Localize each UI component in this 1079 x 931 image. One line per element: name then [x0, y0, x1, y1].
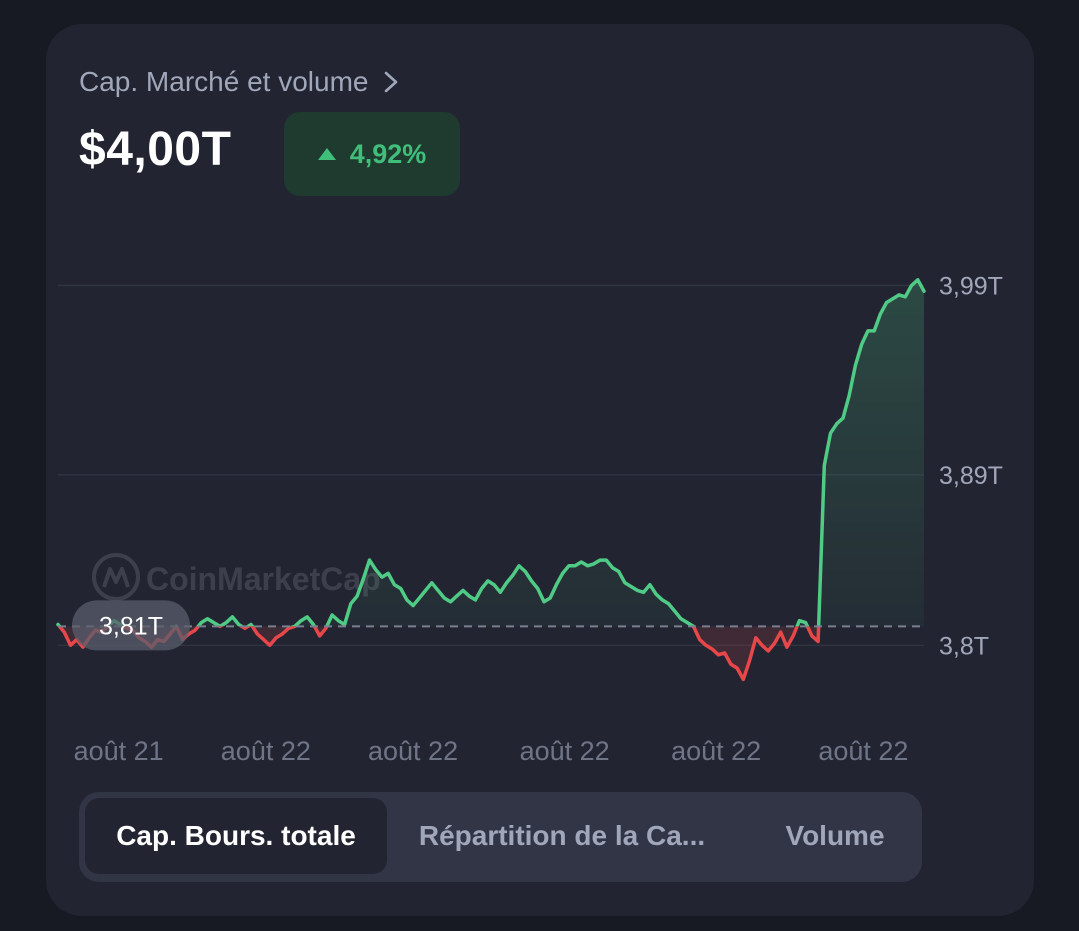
y-tick-label: 3,8T — [939, 632, 989, 660]
baseline-value: 3,81T — [99, 612, 163, 640]
chevron-right-icon — [385, 71, 398, 93]
x-tick-label: août 22 — [818, 736, 908, 766]
watermark-text: CoinMarketCap — [146, 561, 381, 597]
tab-volume[interactable]: Volume — [785, 820, 885, 851]
tab-market-cap-distribution[interactable]: Répartition de la Ca... — [418, 820, 706, 851]
area-fill-up — [58, 279, 924, 627]
market-cap-chart: CoinMarketCap 3,81T 3,99T 3,89T 3,8T août … — [56, 272, 1003, 766]
x-tick-label: août 21 — [74, 736, 164, 766]
coinmarketcap-logo — [92, 553, 140, 601]
y-tick-label: 3,89T — [939, 462, 1003, 490]
y-tick-label: 3,99T — [939, 272, 1003, 300]
chart-tabs: Cap. Bours. totale Répartition de la Ca.… — [79, 792, 922, 882]
card-title: Cap. Marché et volume — [79, 66, 369, 97]
market-cap-volume-link[interactable]: Cap. Marché et volume — [79, 62, 402, 102]
change-badge: 4,92% — [284, 112, 460, 196]
x-tick-label: août 22 — [221, 736, 311, 766]
x-tick-label: août 22 — [671, 736, 761, 766]
series-line-down — [57, 626, 821, 682]
tab-total-market-cap[interactable]: Cap. Bours. totale — [85, 798, 387, 874]
series-line-up — [56, 278, 926, 627]
x-tick-label: août 22 — [368, 736, 458, 766]
baseline-label: 3,81T — [72, 600, 190, 651]
grid-lines — [58, 284, 924, 647]
market-cap-card: Cap. Marché et volume $4,00T 4,92% — [46, 24, 1034, 916]
change-percent: 4,92% — [349, 138, 427, 169]
triangle-up-icon — [317, 148, 336, 160]
coinmarketcap-watermark: CoinMarketCap — [92, 553, 381, 601]
market-cap-value: $4,00T — [79, 123, 232, 176]
x-tick-label: août 22 — [520, 736, 610, 766]
